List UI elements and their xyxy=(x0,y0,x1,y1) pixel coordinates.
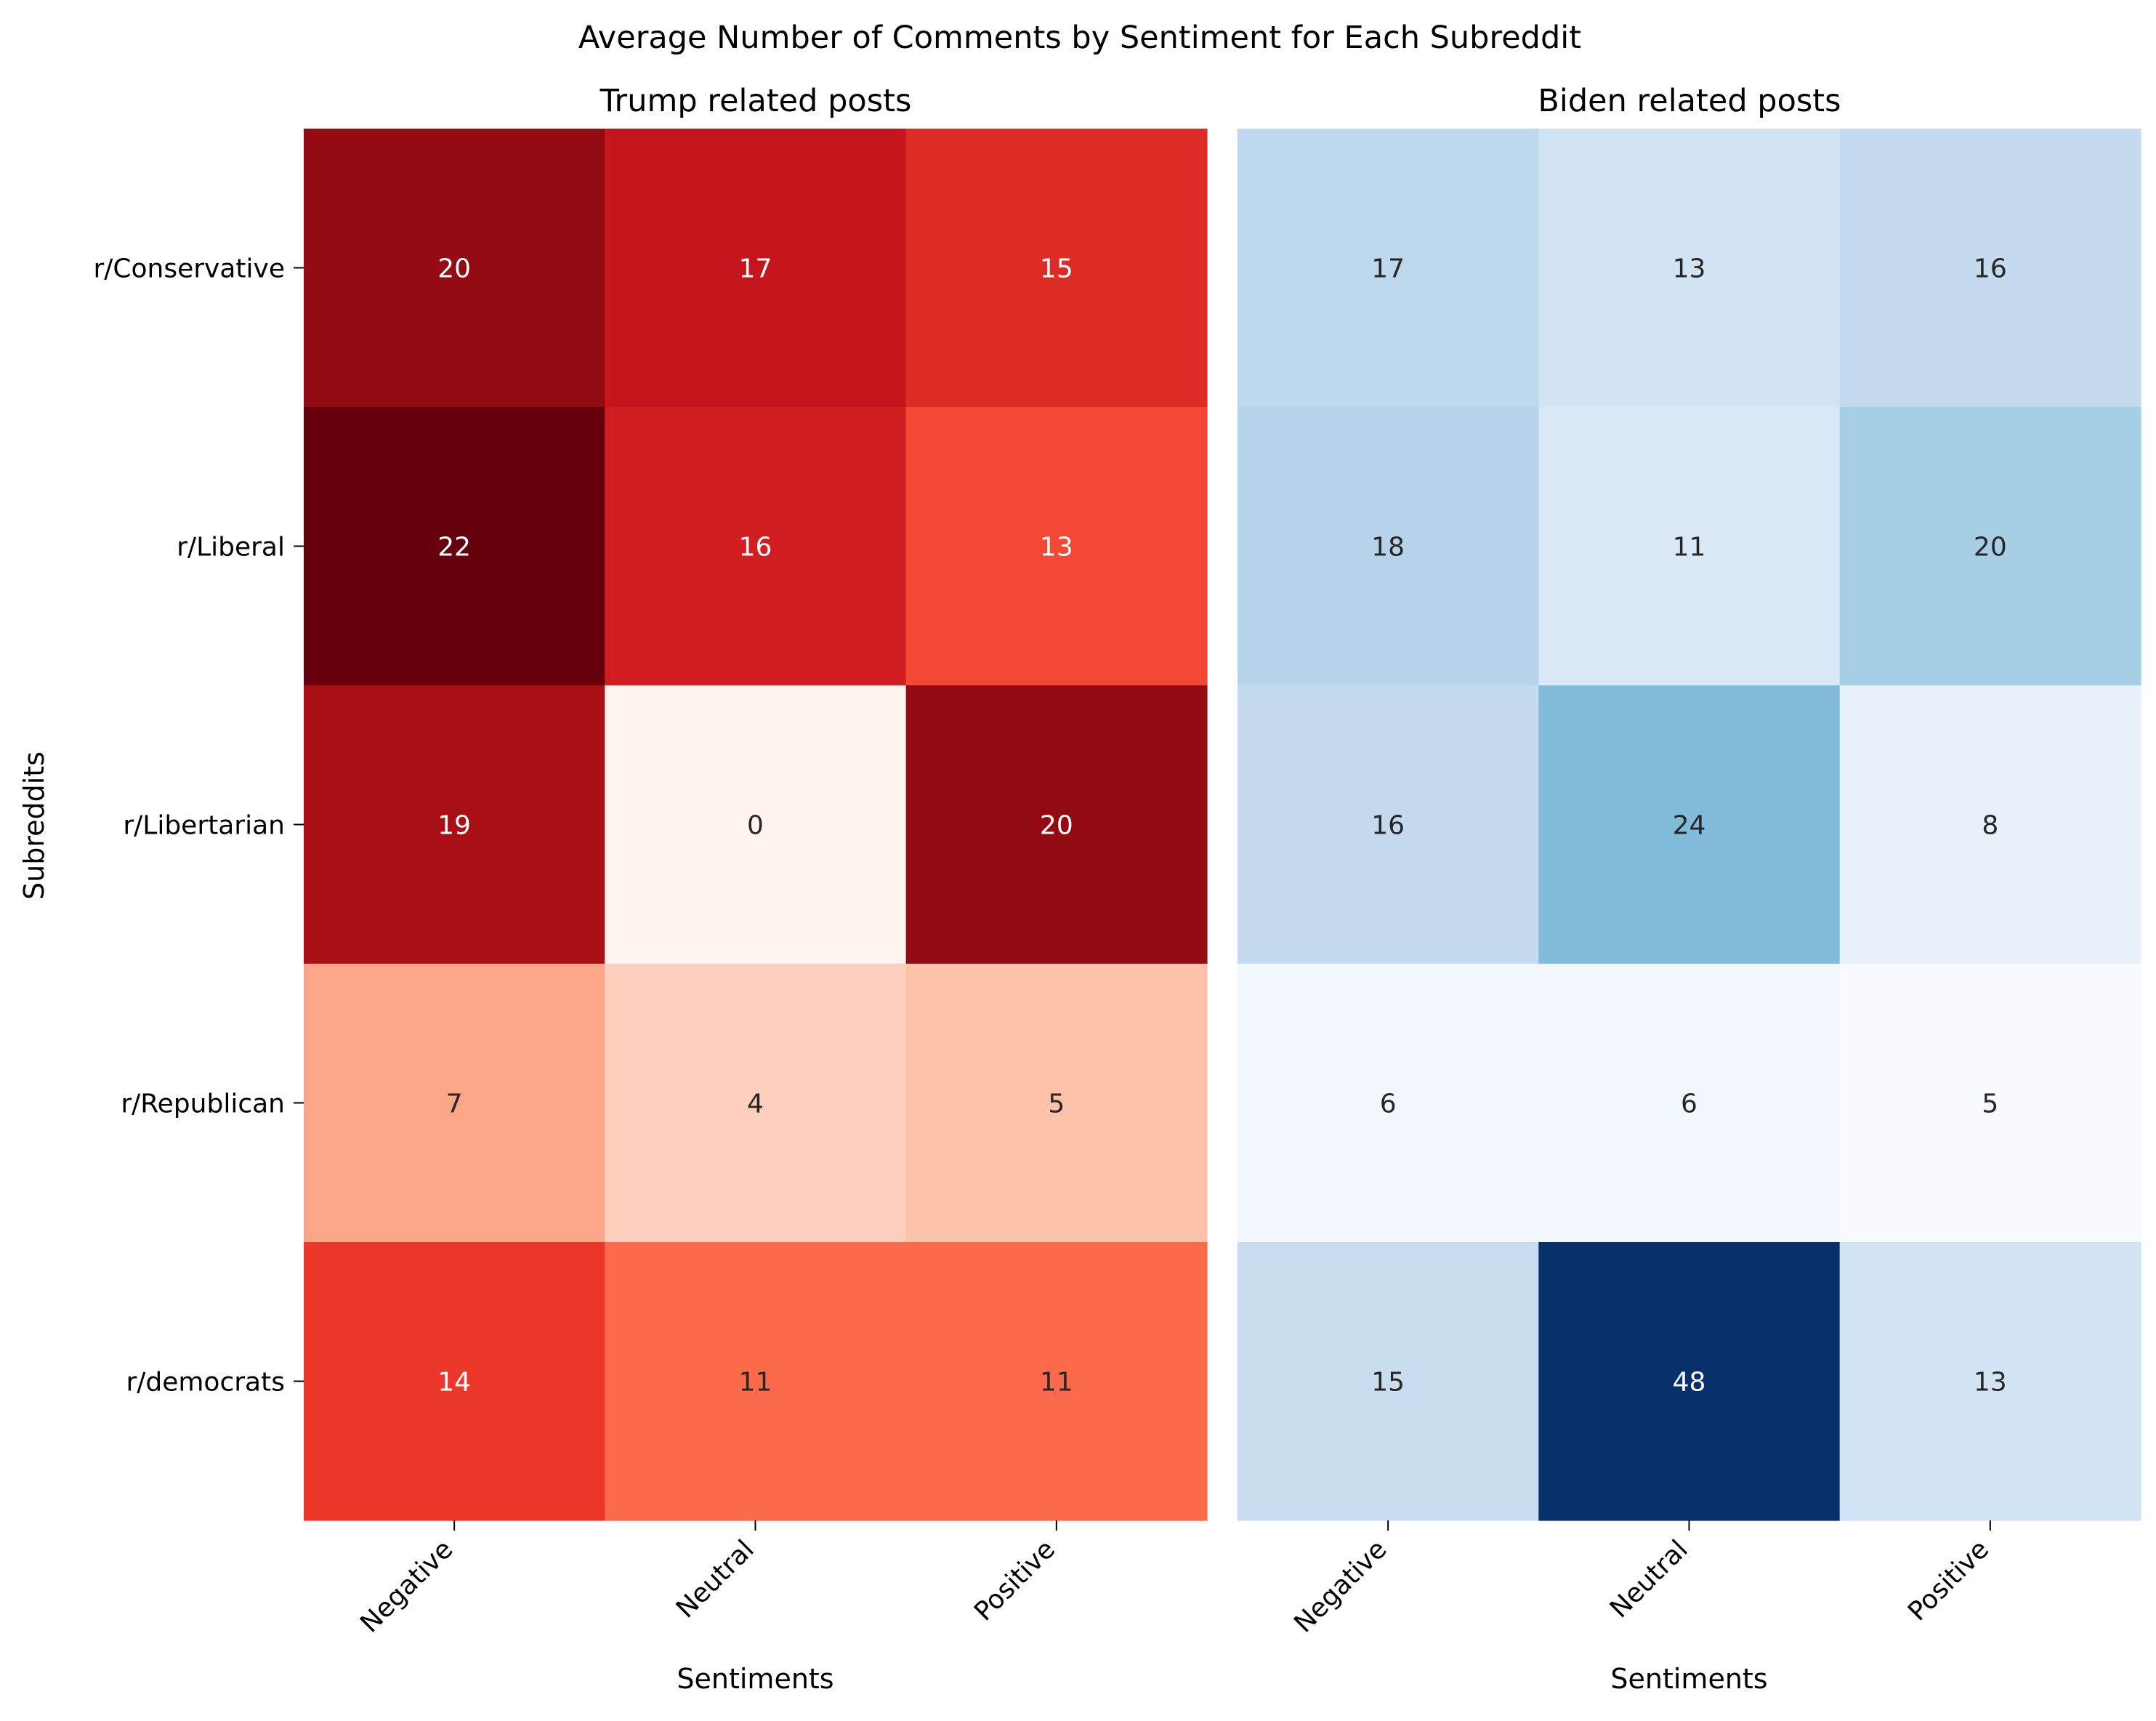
biden-cell-value-label: 6 xyxy=(1380,1089,1397,1119)
biden-heatmap-cell xyxy=(1839,1242,2141,1521)
y-tick-label: r/Conservative xyxy=(93,254,285,284)
trump-heatmap-cell xyxy=(605,129,907,408)
biden-x-axis-label: Sentiments xyxy=(1610,1663,1767,1695)
trump-cell-value-label: 17 xyxy=(739,254,772,284)
biden-cell-value-label: 24 xyxy=(1673,811,1706,841)
trump-cell-value-label: 20 xyxy=(1040,811,1073,841)
biden-heatmap-cell xyxy=(1839,407,2141,686)
trump-cell-value-label: 0 xyxy=(747,811,764,841)
figure-title: Average Number of Comments by Sentiment … xyxy=(578,20,1581,56)
biden-x-tick-label: Negative xyxy=(1288,1534,1392,1638)
biden-x-tick-label: Positive xyxy=(1902,1534,1995,1627)
biden-heatmap-cell xyxy=(1238,407,1539,686)
trump-heatmap-cell xyxy=(304,685,605,964)
biden-heatmap-cell xyxy=(1538,685,1841,964)
biden-heatmap-cell xyxy=(1839,685,2141,964)
trump-heatmap-cell xyxy=(605,407,907,686)
trump-heatmap-cell xyxy=(905,1242,1208,1521)
biden-heatmap-cell xyxy=(1238,1242,1539,1521)
biden-cell-value-label: 20 xyxy=(1974,533,2007,563)
trump-x-tick-label: Neutral xyxy=(671,1534,760,1624)
biden-cell-value-label: 16 xyxy=(1371,811,1405,841)
biden-cell-value-label: 8 xyxy=(1982,811,1998,841)
y-tick-label: r/Liberal xyxy=(177,533,285,563)
y-axis-label: Subreddits xyxy=(18,751,50,900)
biden-cell-value-label: 6 xyxy=(1681,1089,1697,1119)
trump-heatmap-cell xyxy=(905,129,1208,408)
y-tick-label: r/democrats xyxy=(126,1368,285,1398)
trump-x-axis-label: Sentiments xyxy=(677,1663,833,1695)
trump-cell-value-label: 22 xyxy=(437,533,471,563)
biden-panel-title: Biden related posts xyxy=(1538,83,1841,119)
biden-heatmap-cell xyxy=(1538,129,1841,408)
biden-x-tick-label: Neutral xyxy=(1604,1534,1694,1624)
biden-cell-value-label: 17 xyxy=(1371,254,1405,284)
trump-heatmap-cell xyxy=(304,129,605,408)
trump-cell-value-label: 20 xyxy=(437,254,471,284)
trump-panel-title: Trump related posts xyxy=(599,83,912,119)
trump-cell-value-label: 16 xyxy=(739,533,772,563)
trump-cell-value-label: 19 xyxy=(437,811,471,841)
biden-heatmap-panel: Biden related posts 17 13 16 18 11 20 16 24 8 6 6 5 1… xyxy=(1238,83,2141,1695)
biden-heatmap-cell xyxy=(1538,407,1841,686)
trump-heatmap-cell xyxy=(905,407,1208,686)
trump-heatmap-cell xyxy=(605,685,907,964)
biden-cell-value-label: 5 xyxy=(1982,1089,1998,1119)
trump-cell-value-label: 11 xyxy=(1040,1368,1073,1398)
trump-heatmap-cell xyxy=(304,1242,605,1521)
biden-heatmap-cell xyxy=(1238,129,1539,408)
trump-x-tick-label: Positive xyxy=(969,1534,1061,1627)
biden-cell-value-label: 48 xyxy=(1673,1368,1706,1398)
trump-cell-value-label: 15 xyxy=(1040,254,1073,284)
trump-heatmap-panel: Trump related posts 20 17 15 22 16 13 19 0 20 7 4 5 1… xyxy=(93,83,1208,1695)
biden-cell-value-label: 11 xyxy=(1673,533,1706,563)
biden-cell-value-label: 18 xyxy=(1371,533,1405,563)
biden-heatmap-cell xyxy=(1839,964,2141,1243)
trump-heatmap-cell xyxy=(304,407,605,686)
trump-heatmap-cell xyxy=(905,685,1208,964)
trump-cell-value-label: 13 xyxy=(1040,533,1073,563)
biden-cell-value-label: 15 xyxy=(1371,1368,1405,1398)
biden-cell-value-label: 13 xyxy=(1673,254,1706,284)
biden-heatmap-cell xyxy=(1538,964,1841,1243)
y-tick-label: r/Libertarian xyxy=(123,811,285,841)
biden-cell-value-label: 13 xyxy=(1974,1368,2007,1398)
biden-heatmap-cell xyxy=(1538,1242,1841,1521)
biden-cell-value-label: 16 xyxy=(1974,254,2007,284)
trump-cell-value-label: 7 xyxy=(446,1089,463,1119)
biden-heatmap-cell xyxy=(1839,129,2141,408)
trump-cell-value-label: 14 xyxy=(437,1368,471,1398)
trump-cell-value-label: 5 xyxy=(1048,1089,1065,1119)
trump-heatmap-cell xyxy=(605,964,907,1243)
y-tick-label: r/Republican xyxy=(121,1089,285,1119)
trump-cell-value-label: 11 xyxy=(739,1368,772,1398)
biden-heatmap-cell xyxy=(1238,964,1539,1243)
trump-cell-value-label: 4 xyxy=(747,1089,764,1119)
trump-x-tick-label: Negative xyxy=(355,1534,459,1638)
trump-heatmap-cell xyxy=(304,964,605,1243)
trump-heatmap-cell xyxy=(605,1242,907,1521)
biden-heatmap-cell xyxy=(1238,685,1539,964)
trump-heatmap-cell xyxy=(905,964,1208,1243)
